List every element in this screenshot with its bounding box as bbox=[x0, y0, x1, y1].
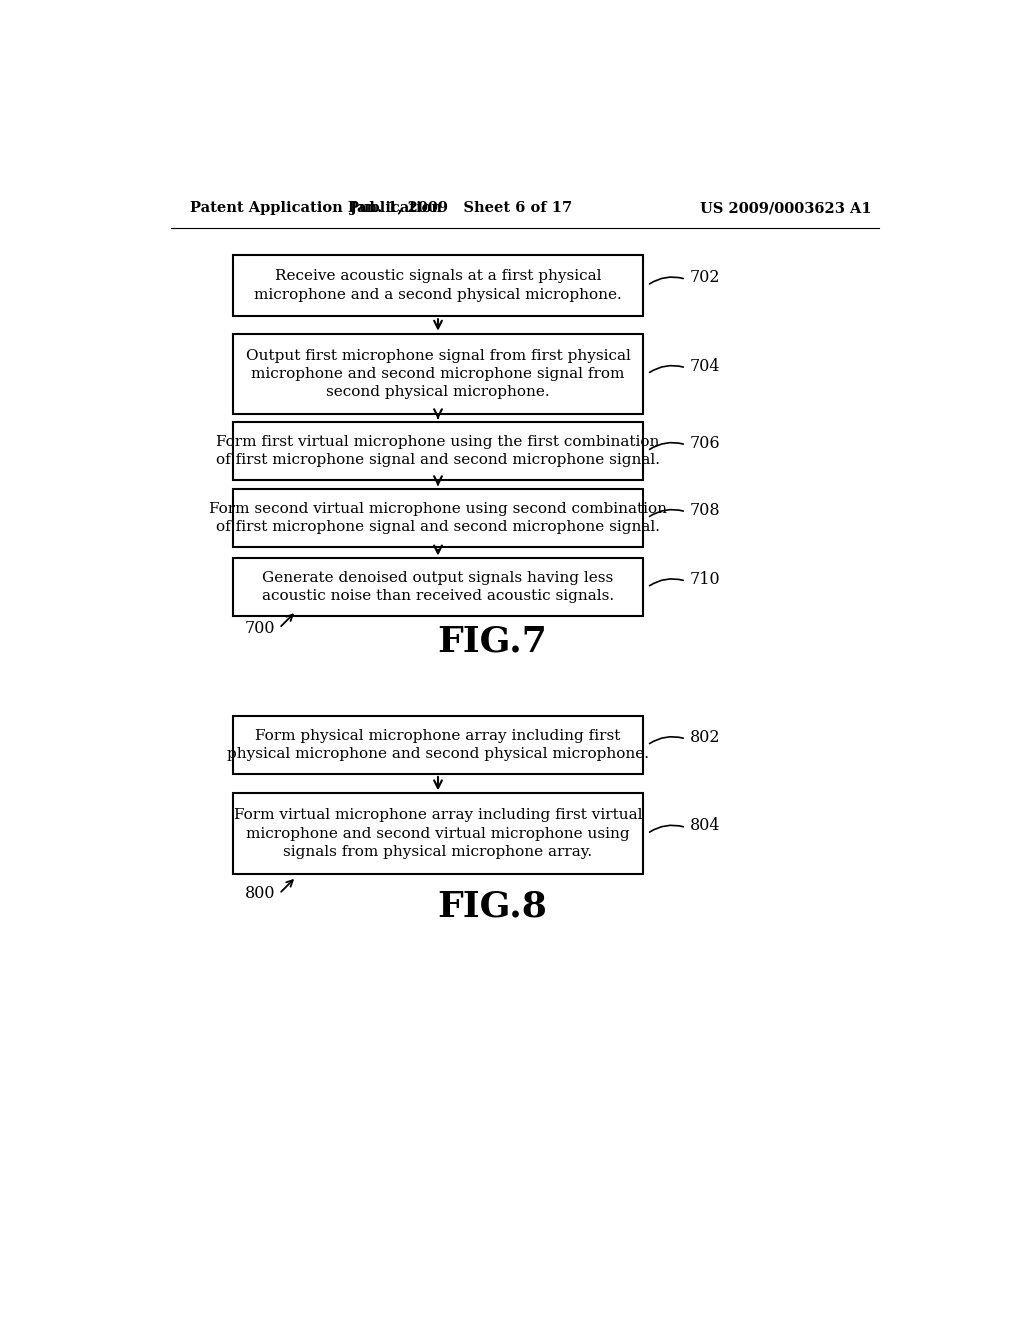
Text: 710: 710 bbox=[690, 572, 721, 589]
Text: 708: 708 bbox=[690, 502, 721, 519]
Text: FIG.7: FIG.7 bbox=[437, 624, 547, 659]
Text: Form second virtual microphone using second combination
of first microphone sign: Form second virtual microphone using sec… bbox=[209, 502, 667, 535]
Text: 802: 802 bbox=[690, 729, 720, 746]
Bar bbox=[232, 255, 643, 317]
Text: Jan. 1, 2009   Sheet 6 of 17: Jan. 1, 2009 Sheet 6 of 17 bbox=[350, 202, 572, 215]
Text: US 2009/0003623 A1: US 2009/0003623 A1 bbox=[700, 202, 872, 215]
Text: Form physical microphone array including first
physical microphone and second ph: Form physical microphone array including… bbox=[227, 729, 649, 762]
Bar bbox=[232, 793, 643, 874]
Bar bbox=[232, 717, 643, 774]
Bar bbox=[232, 334, 643, 414]
Text: 800: 800 bbox=[245, 886, 275, 903]
Bar bbox=[232, 422, 643, 480]
Text: Receive acoustic signals at a first physical
microphone and a second physical mi: Receive acoustic signals at a first phys… bbox=[254, 269, 622, 302]
Text: 702: 702 bbox=[690, 269, 720, 286]
Text: FIG.8: FIG.8 bbox=[437, 890, 547, 924]
Text: Generate denoised output signals having less
acoustic noise than received acoust: Generate denoised output signals having … bbox=[262, 572, 614, 603]
Text: 804: 804 bbox=[690, 817, 720, 834]
Text: 706: 706 bbox=[690, 434, 721, 451]
Text: 700: 700 bbox=[245, 619, 275, 636]
Bar bbox=[232, 490, 643, 546]
Text: Form virtual microphone array including first virtual
microphone and second virt: Form virtual microphone array including … bbox=[233, 808, 642, 859]
Text: Patent Application Publication: Patent Application Publication bbox=[190, 202, 442, 215]
Text: Output first microphone signal from first physical
microphone and second microph: Output first microphone signal from firs… bbox=[246, 348, 631, 400]
Text: Form first virtual microphone using the first combination
of first microphone si: Form first virtual microphone using the … bbox=[216, 434, 660, 467]
Text: 704: 704 bbox=[690, 358, 720, 375]
Bar bbox=[232, 558, 643, 616]
